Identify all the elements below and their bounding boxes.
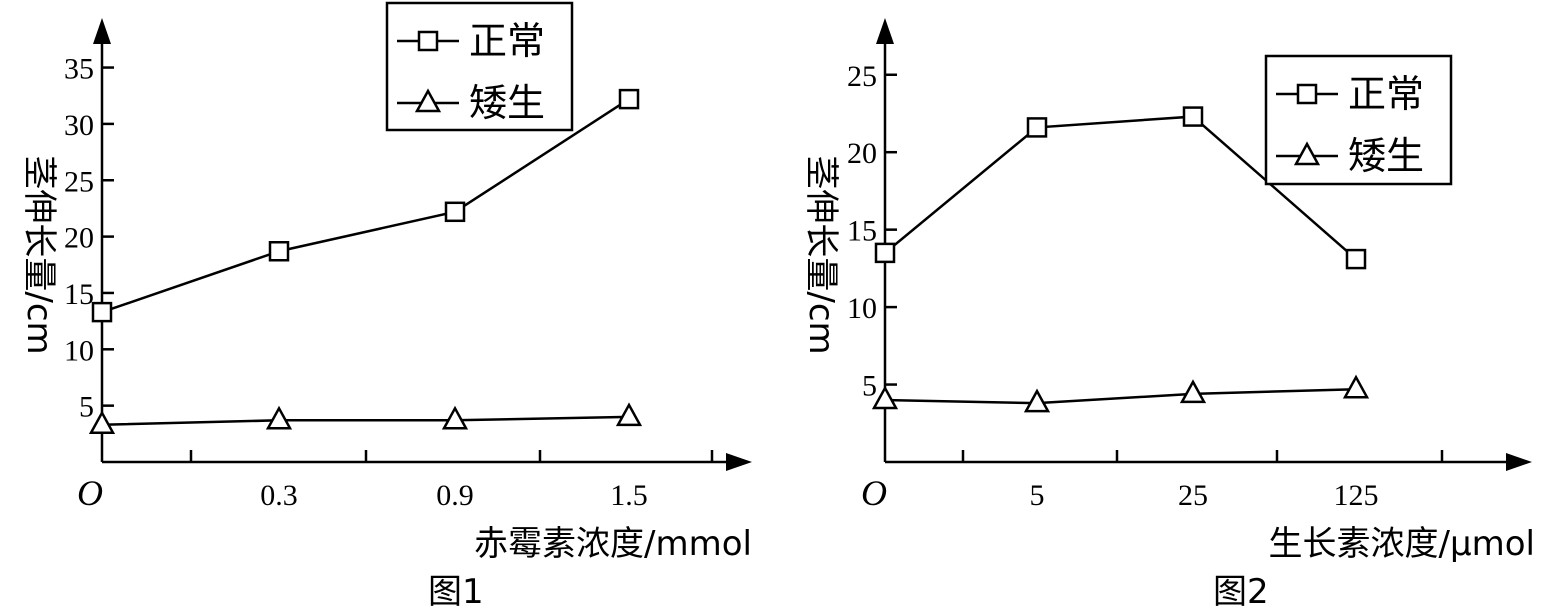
y-axis-label: 茎伸长量/cm bbox=[801, 155, 841, 354]
data-point-dwarf bbox=[1179, 379, 1207, 404]
y-tick-label: 5 bbox=[79, 391, 94, 424]
x-tick-label: 0.3 bbox=[260, 479, 298, 512]
data-point-dwarf bbox=[871, 385, 899, 410]
y-tick-label: 30 bbox=[64, 109, 94, 142]
series-line-normal bbox=[101, 98, 630, 314]
x-tick-label: 1.5 bbox=[610, 479, 648, 512]
data-point-normal bbox=[1026, 117, 1048, 138]
y-tick-label: 25 bbox=[847, 60, 877, 93]
figure-caption: 图2 bbox=[1213, 572, 1269, 612]
y-axis-arrow bbox=[876, 18, 894, 44]
data-point-dwarf bbox=[1023, 388, 1051, 413]
y-tick-label: 20 bbox=[64, 222, 94, 255]
x-tick-label: 0.9 bbox=[436, 479, 474, 512]
legend-box bbox=[1264, 54, 1453, 186]
x-axis-arrow bbox=[1506, 453, 1532, 471]
x-tick-label: 125 bbox=[1334, 479, 1379, 512]
data-point-dwarf bbox=[615, 402, 643, 427]
y-tick-label: 35 bbox=[64, 53, 94, 86]
origin-label: O bbox=[861, 473, 887, 513]
data-point-dwarf bbox=[88, 410, 116, 435]
legend-square-marker bbox=[1296, 83, 1318, 105]
y-axis-arrow bbox=[93, 18, 111, 44]
data-point-dwarf bbox=[265, 405, 293, 430]
y-tick-label: 20 bbox=[847, 137, 877, 170]
figure-caption: 图1 bbox=[428, 572, 484, 612]
data-point-normal bbox=[444, 201, 466, 223]
x-axis-label: 生长素浓度/μmol bbox=[1269, 524, 1535, 564]
legend-triangle-marker bbox=[1293, 141, 1321, 166]
legend-label: 正常 bbox=[469, 19, 545, 63]
x-axis-label: 赤霉素浓度/mmol bbox=[474, 524, 752, 564]
data-point-normal bbox=[268, 241, 290, 262]
series-line-dwarf bbox=[884, 387, 1357, 405]
legend-triangle-marker bbox=[414, 88, 442, 113]
data-point-dwarf bbox=[441, 405, 469, 430]
y-tick-label: 5 bbox=[862, 370, 877, 403]
legend-label: 矮生 bbox=[1348, 134, 1424, 178]
data-point-normal bbox=[618, 88, 640, 110]
y-tick-label: 10 bbox=[64, 334, 94, 367]
y-tick-label: 25 bbox=[64, 165, 94, 198]
chart-panel-1: 5 10 15 20 25 30 35 0.3 0.9 1.5 O 茎伸长量/cm 赤霉素浓度/mmol… bbox=[19, 1, 752, 612]
series-line-dwarf bbox=[101, 415, 630, 427]
series-line-normal bbox=[884, 115, 1357, 261]
y-tick-label: 10 bbox=[847, 292, 877, 325]
data-point-dwarf bbox=[1342, 374, 1370, 399]
data-point-normal bbox=[874, 242, 896, 264]
y-tick-label: 15 bbox=[847, 215, 877, 248]
data-point-normal bbox=[91, 301, 113, 323]
data-point-normal bbox=[1182, 106, 1204, 127]
legend-square-marker bbox=[417, 30, 439, 52]
x-tick-label: 25 bbox=[1178, 479, 1208, 512]
y-axis-label: 茎伸长量/cm bbox=[19, 155, 59, 354]
origin-label: O bbox=[77, 473, 103, 513]
data-point-normal bbox=[1345, 248, 1367, 270]
legend-label: 正常 bbox=[1348, 72, 1424, 116]
x-tick-label: 5 bbox=[1030, 479, 1045, 512]
x-axis-arrow bbox=[726, 453, 752, 471]
y-tick-label: 15 bbox=[64, 278, 94, 311]
legend-label: 矮生 bbox=[469, 81, 545, 125]
